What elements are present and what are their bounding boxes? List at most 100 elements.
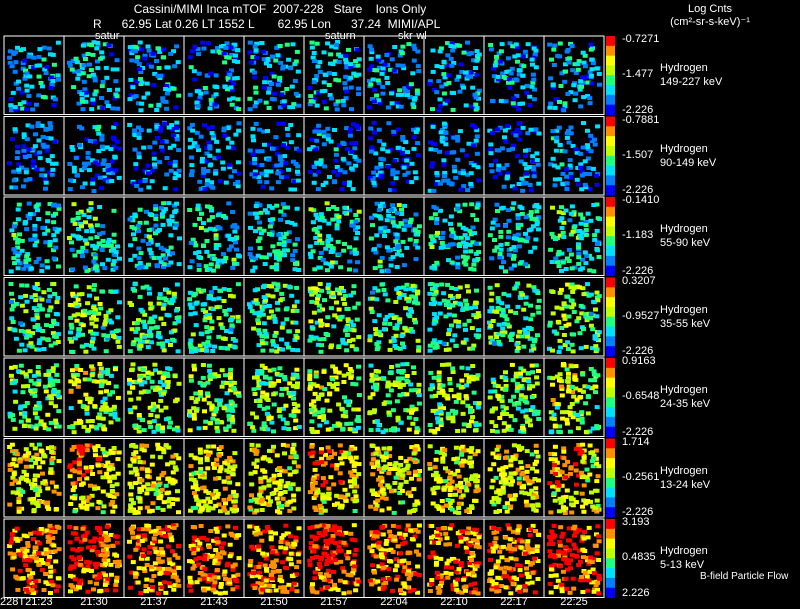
pixel [561,313,567,318]
pixel [514,154,520,159]
pixel [378,164,384,169]
pixel [263,100,269,105]
pixel [21,184,26,189]
pixel [411,127,417,132]
pixel [520,426,526,430]
pixel [464,373,469,378]
pixel [333,147,339,152]
pixel [316,410,322,415]
pixel [489,226,495,231]
colorbar-cell [606,51,615,55]
pixel [326,83,332,87]
pixel [13,129,18,134]
pixel [177,236,182,241]
pixel [229,102,235,107]
pixel [71,178,76,183]
pixel [9,316,15,321]
pixel [131,226,137,231]
pixel [498,234,504,239]
pixel [394,287,400,292]
pixel [559,71,565,76]
pixel [316,123,322,128]
pixel [327,392,333,397]
pixel [555,252,561,257]
pixel [437,402,443,407]
pixel [173,187,179,192]
pixel [7,411,13,416]
pixel [80,245,86,250]
pixel [512,418,518,423]
pixel [379,282,385,287]
pixel [56,227,62,232]
pixel [161,247,167,252]
pixel [399,92,405,97]
pixel [82,308,88,313]
pixel [354,47,360,52]
pixel [401,293,407,297]
pixel [83,249,89,254]
pixel [504,163,510,167]
pixel [36,378,42,383]
pixel [26,102,32,106]
pixel [552,183,558,188]
pixel [428,428,434,433]
pixel [564,174,570,179]
pixel [228,45,234,50]
pixel [407,84,413,89]
pixel [532,288,538,293]
pixel [24,107,29,112]
pixel [563,69,568,74]
pixel [566,384,572,389]
pixel [393,333,399,338]
pixel [438,46,444,51]
pixel [506,80,511,85]
pixel [500,71,506,76]
pixel [23,447,29,452]
pixel [277,366,283,371]
pixel [159,212,165,217]
pixel [232,261,237,266]
pixel [73,284,79,289]
pixel [559,306,565,311]
pixel [9,378,15,383]
pixel [43,372,49,377]
pixel [293,426,299,431]
pixel [390,181,396,186]
pixel [228,383,234,388]
pixel [413,176,419,181]
pixel [287,391,293,396]
pixel [19,165,25,170]
pixel [131,181,137,186]
pixel [273,135,279,140]
pixel [89,316,95,321]
pixel [409,294,415,299]
pixel [489,169,495,174]
pixel [78,368,84,372]
pixel [531,412,537,417]
pixel [53,507,59,512]
pixel [137,67,143,72]
colorbar-cell [606,63,615,66]
colorbar-cell [606,41,615,45]
pixel [285,205,290,210]
pixel [91,283,97,288]
pixel [548,162,554,167]
pixel [263,298,268,303]
pixel [190,332,196,337]
pixel [196,426,202,431]
pixel [526,379,532,384]
pixel [247,40,253,45]
pixel [496,51,502,56]
pixel [51,202,57,207]
pixel [382,62,388,67]
pixel [456,43,462,48]
pixel [517,261,523,266]
pixel [205,169,211,173]
pixel [147,320,153,325]
pixel [489,291,495,296]
pixel [250,55,256,60]
pixel [397,53,403,58]
pixel [129,58,135,63]
pixel [28,497,34,502]
pixel [430,48,436,53]
